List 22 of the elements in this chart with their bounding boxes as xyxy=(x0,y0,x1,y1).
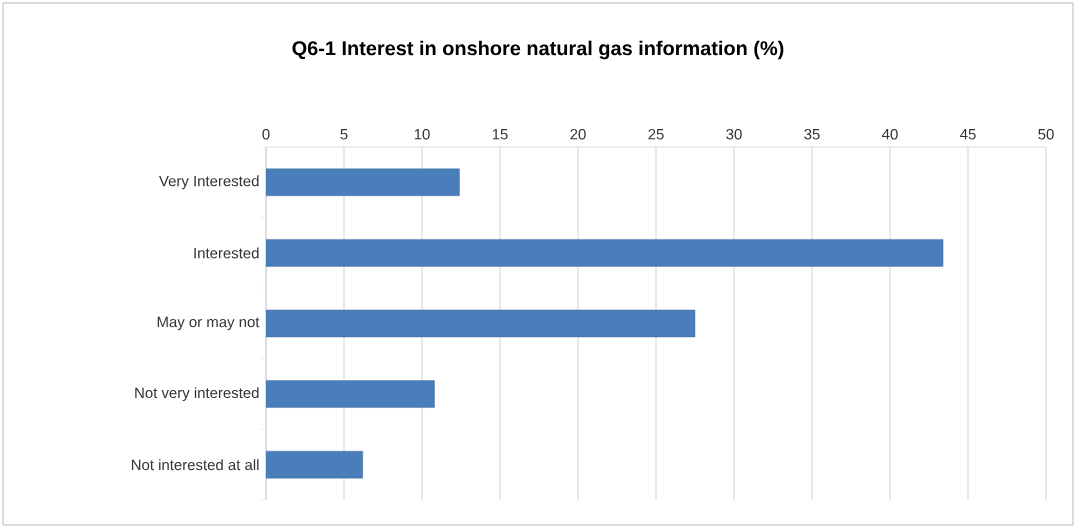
y-tick-label: Not very interested xyxy=(135,387,259,402)
y-tick-label: May or may not xyxy=(157,316,260,331)
x-tick-label: 50 xyxy=(1038,128,1054,140)
x-tick-label: 35 xyxy=(804,128,820,140)
x-tick-label: 0 xyxy=(262,128,270,140)
chart-title: Q6-1 Interest in onshore natural gas information (%) xyxy=(292,40,784,60)
bar xyxy=(266,450,363,479)
bar xyxy=(266,239,944,267)
x-tick-label: 40 xyxy=(882,128,898,140)
x-tick-label: 20 xyxy=(570,128,586,140)
bar xyxy=(266,380,435,408)
x-tick-label: 30 xyxy=(726,128,742,140)
x-tick-label: 15 xyxy=(492,129,508,140)
bar xyxy=(266,168,460,196)
y-tick-label: Not interested at all xyxy=(131,459,259,471)
x-tick-label: 5 xyxy=(340,129,348,140)
y-tick-label: Very Interested xyxy=(159,175,259,190)
y-tick-label: Interested xyxy=(194,247,259,259)
x-tick-label: 45 xyxy=(960,129,976,140)
bar xyxy=(266,309,696,338)
x-tick-label: 25 xyxy=(648,128,664,140)
x-tick-label: 10 xyxy=(414,128,430,140)
